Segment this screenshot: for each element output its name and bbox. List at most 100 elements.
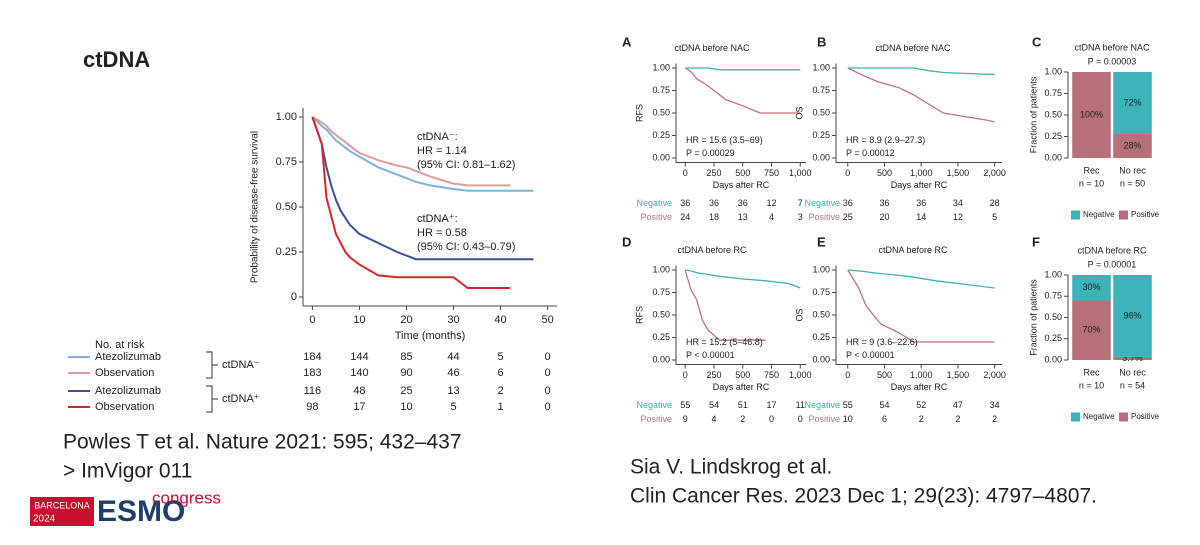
risk-count: 10 (400, 401, 412, 413)
survival-curve (311, 116, 510, 187)
survival-curve (847, 269, 995, 343)
x-tick-label: 40 (494, 314, 506, 326)
legend-label: Atezolizumab (95, 351, 161, 363)
risk-count: 25 (843, 212, 853, 222)
annotation: P = 0.00001 (1088, 259, 1137, 269)
y-tick-label: 1.00 (812, 264, 830, 274)
legend-swatch (1071, 210, 1080, 220)
y-tick-label: 0.75 (652, 85, 670, 95)
risk-count: 11 (796, 400, 805, 410)
x-tick-label: 500 (877, 168, 892, 178)
risk-count: 14 (916, 212, 926, 222)
risk-count: 4 (769, 212, 774, 222)
survival-curve (684, 269, 766, 341)
category-note: n = 10 (1079, 380, 1104, 390)
risk-count: 5 (497, 351, 503, 363)
logo-city: BARCELONA (34, 500, 90, 510)
annotation: (95% CI: 0.81–1.62) (417, 159, 515, 171)
risk-count: 4 (711, 414, 716, 424)
y-tick-label: 1.00 (652, 62, 670, 72)
risk-count: 9 (683, 414, 688, 424)
value-label: 3.7% (1122, 353, 1143, 363)
y-tick-label: 0.50 (276, 201, 297, 213)
risk-count: 6 (882, 414, 887, 424)
x-tick-label: 0 (683, 168, 688, 178)
value-label: 96% (1123, 310, 1141, 320)
y-tick-label: 0.75 (812, 85, 830, 95)
value-label: 30% (1082, 282, 1100, 292)
y-tick-label: 1.00 (276, 111, 297, 123)
y-tick-label: 0.00 (652, 152, 670, 162)
legend-label: Positive (1131, 210, 1160, 219)
y-tick-label: 0.25 (812, 130, 830, 140)
y-axis-label: OS (794, 308, 804, 321)
survival-curve (847, 67, 995, 75)
x-tick-label: 1,000 (789, 370, 812, 380)
risk-count: 0 (798, 414, 803, 424)
category-note: n = 50 (1120, 178, 1145, 188)
x-tick-label: 0 (845, 168, 850, 178)
risk-count: 6 (497, 367, 503, 379)
risk-count: 5 (450, 401, 456, 413)
risk-row-label: Positive (808, 212, 840, 222)
y-tick-label: 0.25 (1044, 131, 1062, 141)
x-tick-label: 0 (309, 314, 315, 326)
x-tick-label: 750 (764, 168, 779, 178)
annotation: (95% CI: 0.43–0.79) (417, 241, 515, 253)
panel-title: ctDNA before RC (878, 245, 948, 255)
risk-count: 5 (992, 212, 997, 222)
y-tick-label: 0.50 (652, 309, 670, 319)
bar-segment (1113, 133, 1152, 158)
annotation: HR = 15.6 (3.5–69) (686, 135, 763, 145)
group-bracket (206, 351, 218, 413)
y-axis-label: Probability of disease-free survival (250, 131, 261, 283)
x-tick-label: 50 (541, 314, 553, 326)
panel-letter: B (817, 34, 826, 49)
annotation: P = 0.00012 (846, 148, 895, 158)
panel-letter: F (1032, 234, 1040, 249)
legend-label: Observation (95, 401, 154, 413)
annotation: ctDNA⁺: (417, 213, 458, 225)
risk-count: 10 (843, 414, 853, 424)
x-axis-label: Days after RC (713, 382, 770, 392)
risk-count: 0 (545, 385, 551, 397)
y-tick-label: 0.75 (1044, 88, 1062, 98)
slide-title: ctDNA (83, 47, 150, 72)
legend-label: Observation (95, 367, 154, 379)
citation: Powles T et al. Nature 2021: 595; 432–43… (63, 431, 462, 454)
risk-count: 18 (709, 212, 719, 222)
value-label: 70% (1082, 325, 1100, 335)
risk-count: 140 (350, 367, 368, 379)
risk-count: 3 (798, 212, 803, 222)
y-tick-label: 1.00 (652, 264, 670, 274)
x-tick-label: 0 (683, 370, 688, 380)
risk-count: 2 (740, 414, 745, 424)
bar-segment (1113, 356, 1152, 360)
x-tick-label: Rec (1083, 165, 1100, 175)
x-tick-label: 20 (400, 314, 412, 326)
panel-title: ctDNA before RC (677, 245, 747, 255)
risk-row-label: Negative (804, 198, 840, 208)
risk-row-label: Positive (808, 414, 840, 424)
annotation: P < 0.00001 (686, 350, 735, 360)
x-axis-label: Days after RC (891, 180, 948, 190)
x-tick-label: 2,000 (983, 168, 1006, 178)
survival-curve (311, 116, 534, 192)
logo-word: congress (152, 488, 221, 507)
y-tick-label: 0.00 (812, 152, 830, 162)
bar-segment (1072, 275, 1111, 301)
x-tick-label: 1,500 (947, 168, 970, 178)
legend-swatch (1119, 210, 1128, 220)
risk-row-label: Positive (640, 212, 672, 222)
risk-count: 0 (545, 401, 551, 413)
risk-count: 184 (303, 351, 321, 363)
legend-label: Positive (1131, 412, 1160, 421)
legend-label: Atezolizumab (95, 385, 161, 397)
risk-count: 34 (990, 400, 1000, 410)
y-axis-label: Fraction of patients (1028, 279, 1038, 356)
x-tick-label: 500 (877, 370, 892, 380)
logo-year: 2024 (33, 514, 56, 525)
y-tick-label: 1.00 (1044, 66, 1062, 76)
